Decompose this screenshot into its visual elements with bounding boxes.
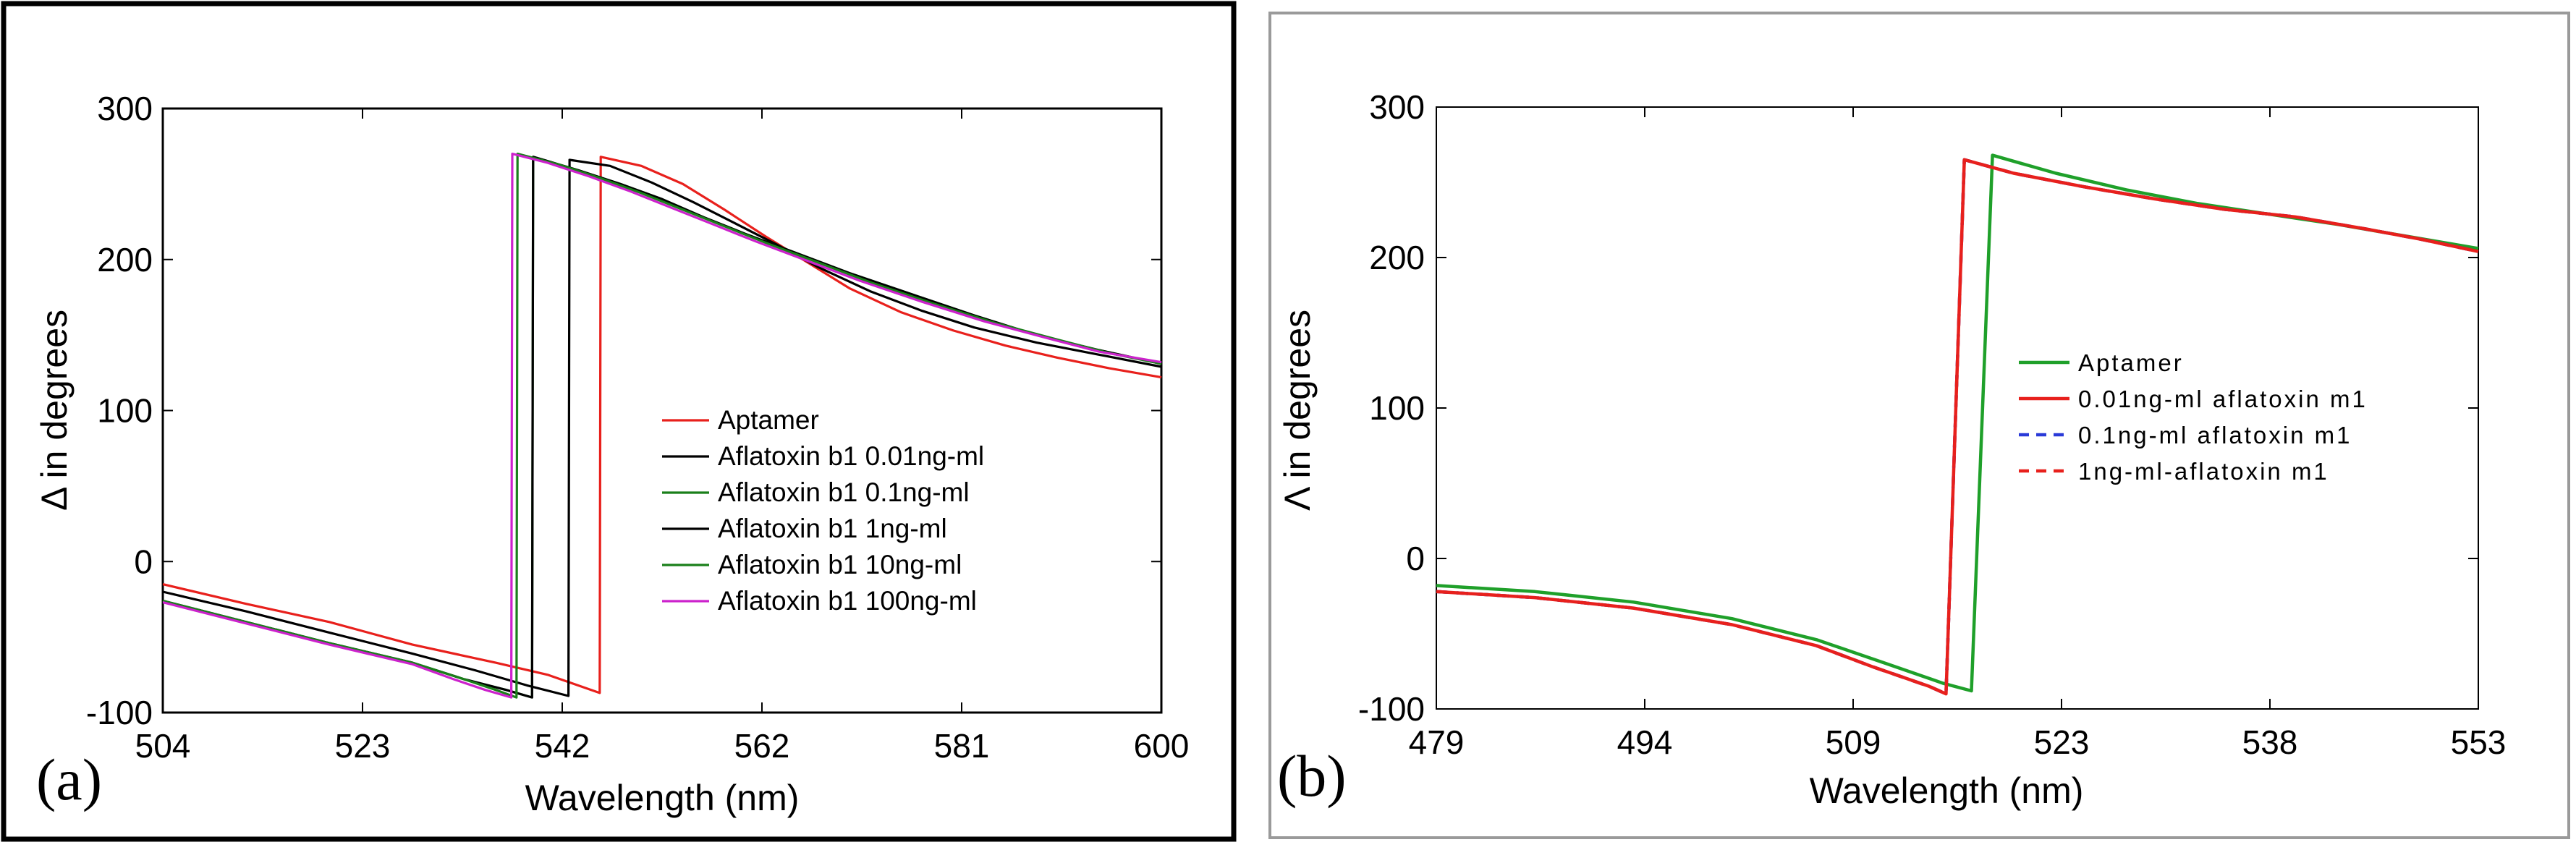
- legend-label: 0.01ng-ml aflatoxin m1: [2078, 386, 2368, 412]
- panel-b-letter: (b): [1277, 743, 1347, 809]
- series-line-6: [162, 153, 1162, 699]
- y-tick-label: 0: [134, 543, 153, 580]
- series-line-1: [162, 156, 1162, 694]
- panel-b-ticks: 479 494 509 523 538 553 -100 0 100 200 300: [1358, 88, 2506, 761]
- panel-a-ylabel: Δ in degrees: [34, 310, 75, 511]
- legend-label: Aflatoxin b1 100ng-ml: [718, 586, 977, 616]
- panel-b-ylabel: Λ in degrees: [1277, 310, 1318, 511]
- legend-label: Aflatoxin b1 1ng-ml: [718, 514, 947, 543]
- legend-label: Aflatoxin b1 0.1ng-ml: [718, 477, 970, 507]
- panel-b-frame: [1268, 12, 2570, 839]
- x-tick-label: 509: [1826, 723, 1881, 761]
- y-tick-label: 100: [1369, 389, 1425, 427]
- y-tick-label: -100: [1358, 690, 1425, 728]
- panel-a: 504 523 542 562 581 600 -100 0 100 200 300 Wavelen…: [1, 1, 1237, 842]
- x-tick-label: 562: [734, 727, 790, 765]
- legend-label: Aflatoxin b1 0.01ng-ml: [718, 441, 984, 471]
- panel-a-legend: Aptamer Aflatoxin b1 0.01ng-ml Aflatoxin b…: [662, 405, 984, 616]
- legend-label: Aptamer: [2078, 349, 2184, 376]
- series-line-5: [162, 153, 1162, 699]
- y-tick-label: 0: [1406, 540, 1425, 577]
- panel-a-xlabel: Wavelength (nm): [525, 778, 800, 818]
- x-tick-label: 479: [1409, 723, 1465, 761]
- legend-label: Aptamer: [718, 405, 819, 435]
- y-tick-label: 300: [97, 90, 153, 127]
- panel-a-plot-area: [161, 107, 1163, 714]
- x-tick-label: 523: [2034, 723, 2090, 761]
- x-tick-label: 600: [1134, 727, 1190, 765]
- y-tick-label: 200: [97, 241, 153, 279]
- panel-b-legend: Aptamer 0.01ng-ml aflatoxin m1 0.1ng-ml af…: [2019, 349, 2368, 485]
- panel-b: 479 494 509 523 538 553 -100 0 100 200 300 Wavelen…: [1268, 12, 2570, 839]
- y-tick-label: -100: [86, 694, 153, 731]
- series-line-2: [162, 158, 1162, 697]
- panel-b-series-group: [1436, 153, 2479, 696]
- y-tick-label: 100: [97, 392, 153, 430]
- panel-a-series-group: [162, 153, 1162, 699]
- x-tick-label: 553: [2451, 723, 2507, 761]
- y-tick-label: 300: [1369, 88, 1425, 126]
- series-line-4: [1436, 158, 2479, 696]
- x-tick-label: 542: [535, 727, 590, 765]
- panel-b-xlabel: Wavelength (nm): [1810, 770, 2084, 811]
- legend-label: 1ng-ml-aflatoxin m1: [2078, 458, 2329, 485]
- x-tick-label: 523: [335, 727, 391, 765]
- x-tick-label: 504: [135, 727, 191, 765]
- legend-label: Aflatoxin b1 10ng-ml: [718, 550, 962, 579]
- x-tick-label: 538: [2242, 723, 2298, 761]
- x-tick-label: 494: [1617, 723, 1673, 761]
- panel-a-frame: [1, 1, 1237, 842]
- panel-a-ticks: 504 523 542 562 581 600 -100 0 100 200 300: [86, 90, 1189, 765]
- panel-a-letter: (a): [36, 747, 102, 812]
- x-tick-label: 581: [934, 727, 990, 765]
- y-tick-label: 200: [1369, 239, 1425, 276]
- legend-label: 0.1ng-ml aflatoxin m1: [2078, 422, 2352, 449]
